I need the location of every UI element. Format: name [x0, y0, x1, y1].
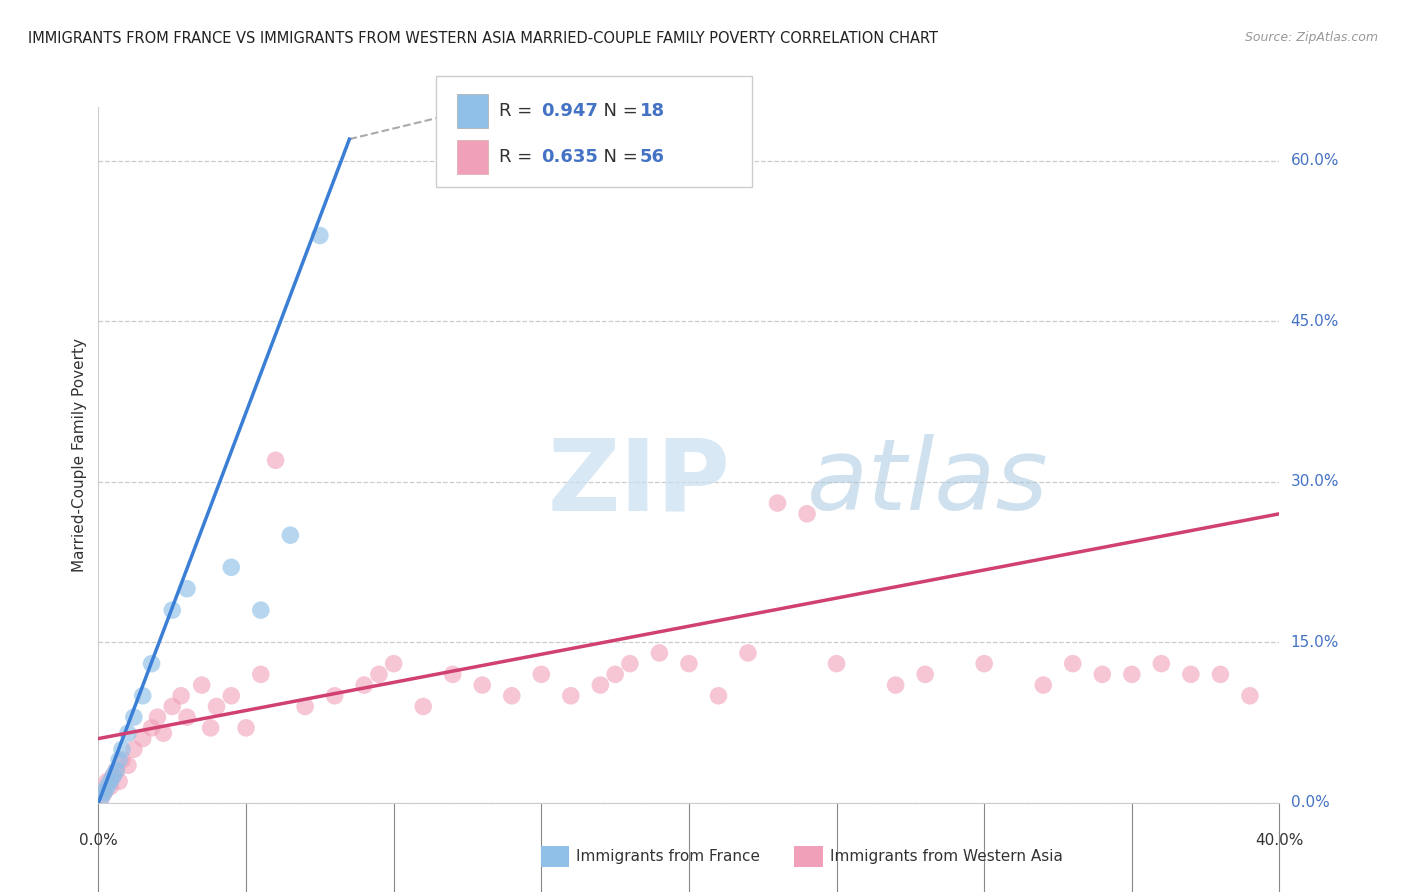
Point: [914, 667, 936, 681]
Point: [323, 689, 346, 703]
Point: [221, 560, 243, 574]
Text: 30.0%: 30.0%: [1291, 475, 1339, 489]
Point: [737, 646, 759, 660]
Point: [111, 753, 134, 767]
Point: [162, 603, 183, 617]
Point: [471, 678, 494, 692]
Point: [530, 667, 553, 681]
Point: [103, 769, 125, 783]
Point: [264, 453, 287, 467]
Text: 40.0%: 40.0%: [1256, 833, 1303, 848]
Point: [117, 758, 139, 772]
Point: [146, 710, 169, 724]
Point: [103, 769, 125, 783]
Point: [796, 507, 818, 521]
Text: Immigrants from France: Immigrants from France: [576, 849, 761, 863]
Point: [1209, 667, 1232, 681]
Point: [250, 603, 273, 617]
Point: [176, 710, 198, 724]
Point: [250, 667, 273, 681]
Point: [707, 689, 730, 703]
Text: Source: ZipAtlas.com: Source: ZipAtlas.com: [1244, 31, 1378, 45]
Point: [108, 753, 131, 767]
Point: [1180, 667, 1202, 681]
Text: 60.0%: 60.0%: [1291, 153, 1339, 168]
Point: [353, 678, 375, 692]
Point: [1239, 689, 1261, 703]
Point: [98, 774, 121, 789]
Point: [96, 780, 118, 794]
Point: [235, 721, 257, 735]
Point: [973, 657, 995, 671]
Point: [117, 726, 139, 740]
Point: [105, 764, 128, 778]
Point: [766, 496, 789, 510]
Point: [412, 699, 434, 714]
Text: 18: 18: [640, 102, 665, 120]
Point: [122, 710, 145, 724]
Text: N =: N =: [592, 148, 644, 166]
Point: [98, 780, 121, 794]
Point: [111, 742, 134, 756]
Point: [648, 646, 671, 660]
Point: [221, 689, 243, 703]
Point: [884, 678, 907, 692]
Point: [1032, 678, 1054, 692]
Point: [93, 785, 115, 799]
Point: [678, 657, 700, 671]
Text: ZIP: ZIP: [547, 434, 730, 532]
Text: 0.947: 0.947: [541, 102, 598, 120]
Point: [501, 689, 523, 703]
Point: [368, 667, 391, 681]
Point: [132, 731, 155, 746]
Point: [90, 790, 112, 805]
Point: [1062, 657, 1084, 671]
Point: [441, 667, 464, 681]
Point: [96, 774, 118, 789]
Point: [122, 742, 145, 756]
Text: 15.0%: 15.0%: [1291, 635, 1339, 649]
Point: [605, 667, 627, 681]
Point: [589, 678, 612, 692]
Text: IMMIGRANTS FROM FRANCE VS IMMIGRANTS FROM WESTERN ASIA MARRIED-COUPLE FAMILY POV: IMMIGRANTS FROM FRANCE VS IMMIGRANTS FRO…: [28, 31, 938, 46]
Point: [93, 785, 115, 799]
Point: [108, 774, 131, 789]
Point: [1150, 657, 1173, 671]
Point: [170, 689, 193, 703]
Text: R =: R =: [499, 102, 538, 120]
Point: [309, 228, 332, 243]
Text: 0.635: 0.635: [541, 148, 598, 166]
Point: [619, 657, 641, 671]
Point: [560, 689, 582, 703]
Point: [1121, 667, 1143, 681]
Point: [280, 528, 302, 542]
Point: [825, 657, 848, 671]
Text: R =: R =: [499, 148, 538, 166]
Text: 0.0%: 0.0%: [1291, 796, 1329, 810]
Point: [141, 657, 163, 671]
Text: Immigrants from Western Asia: Immigrants from Western Asia: [830, 849, 1063, 863]
Point: [382, 657, 405, 671]
Point: [191, 678, 214, 692]
Text: N =: N =: [592, 102, 644, 120]
Text: 45.0%: 45.0%: [1291, 314, 1339, 328]
Text: 56: 56: [640, 148, 665, 166]
Point: [176, 582, 198, 596]
Point: [152, 726, 174, 740]
Point: [132, 689, 155, 703]
Point: [205, 699, 228, 714]
Point: [90, 790, 112, 805]
Point: [105, 764, 128, 778]
Text: 0.0%: 0.0%: [79, 833, 118, 848]
Point: [141, 721, 163, 735]
Point: [200, 721, 222, 735]
Text: atlas: atlas: [807, 434, 1049, 532]
Y-axis label: Married-Couple Family Poverty: Married-Couple Family Poverty: [72, 338, 87, 572]
Point: [162, 699, 183, 714]
Point: [1091, 667, 1114, 681]
Point: [294, 699, 316, 714]
